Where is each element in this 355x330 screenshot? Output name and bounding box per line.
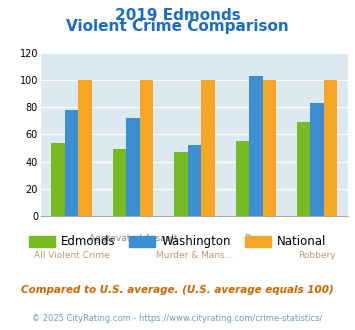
Bar [249, 76, 263, 216]
Bar [51, 143, 65, 216]
Text: 2019 Edmonds: 2019 Edmonds [115, 8, 240, 23]
Bar [297, 122, 310, 216]
Text: Murder & Mans...: Murder & Mans... [156, 251, 233, 260]
Bar [65, 110, 78, 216]
Bar [310, 103, 324, 216]
Text: Robbery: Robbery [299, 251, 336, 260]
Bar [126, 118, 140, 216]
Bar [187, 145, 201, 216]
Legend: Edmonds, Washington, National: Edmonds, Washington, National [24, 231, 331, 253]
Bar [113, 149, 126, 216]
Bar [201, 80, 215, 216]
Bar [174, 152, 187, 216]
Bar [324, 80, 338, 216]
Text: Aggravated Assault: Aggravated Assault [89, 234, 177, 243]
Text: Compared to U.S. average. (U.S. average equals 100): Compared to U.S. average. (U.S. average … [21, 285, 334, 295]
Text: Rape: Rape [244, 234, 267, 243]
Bar [263, 80, 276, 216]
Bar [140, 80, 153, 216]
Text: Violent Crime Comparison: Violent Crime Comparison [66, 19, 289, 34]
Text: All Violent Crime: All Violent Crime [34, 251, 109, 260]
Text: © 2025 CityRating.com - https://www.cityrating.com/crime-statistics/: © 2025 CityRating.com - https://www.city… [32, 314, 323, 323]
Bar [78, 80, 92, 216]
Bar [235, 141, 249, 216]
